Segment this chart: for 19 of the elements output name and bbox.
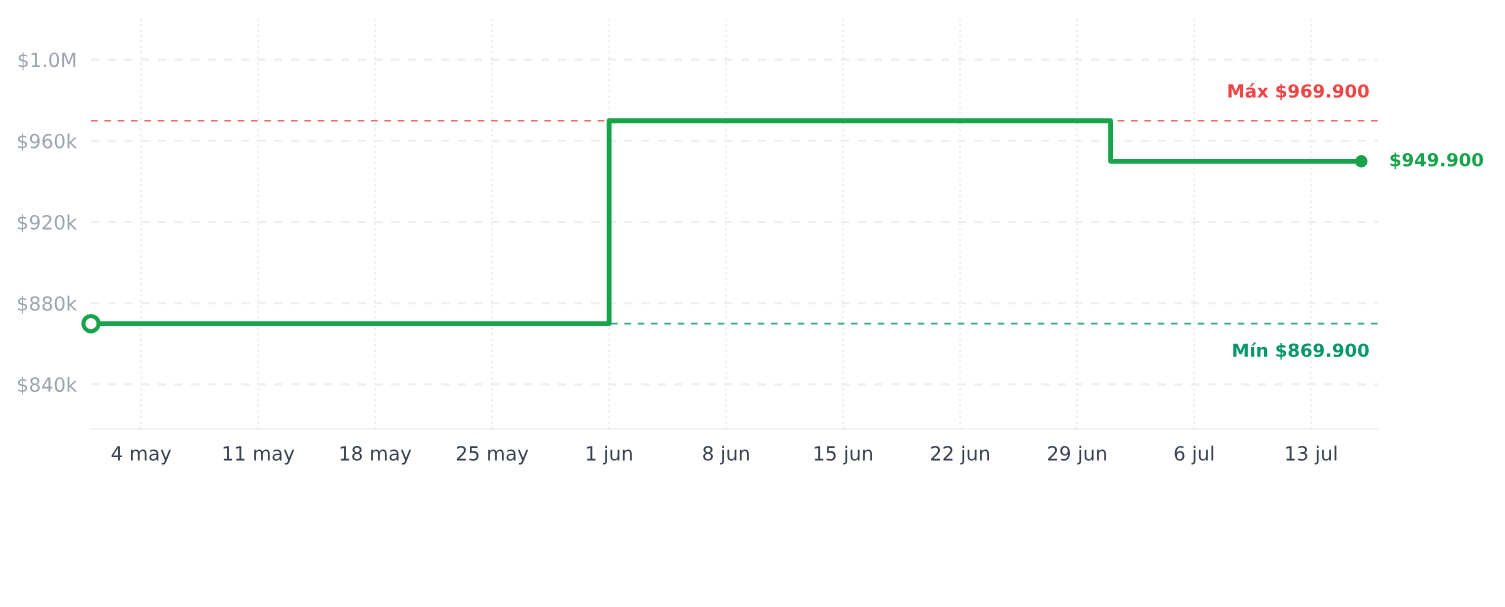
x-tick-label: 25 may [456, 446, 529, 465]
x-tick-label: 15 jun [814, 445, 872, 465]
x-tick-label: 29 jun [1048, 445, 1106, 465]
y-tick-label: $960k [17, 133, 78, 152]
x-tick-label: 13 jul [1286, 445, 1337, 465]
x-tick-label: 6 jul [1174, 445, 1214, 465]
y-tick-label: $880k [17, 295, 78, 314]
y-tick-label: $920k [17, 214, 78, 233]
annotation: $949.900 [1390, 152, 1483, 169]
x-tick-label: 4 may [111, 446, 172, 465]
x-tick-label: 11 may [223, 446, 295, 465]
x-tick-label: 1 jun [586, 445, 632, 465]
x-tick-label: 8 jun [703, 445, 749, 465]
ref-line-label: Máx $969.900 [1228, 83, 1369, 101]
x-tick-label: 22 jun [931, 445, 989, 465]
y-tick-label: $840k [17, 376, 78, 395]
y-tick-label: $1.0M [18, 52, 76, 70]
ref-line-label: Mín $869.900 [1233, 342, 1369, 360]
x-tick-label: 18 may [340, 446, 412, 465]
